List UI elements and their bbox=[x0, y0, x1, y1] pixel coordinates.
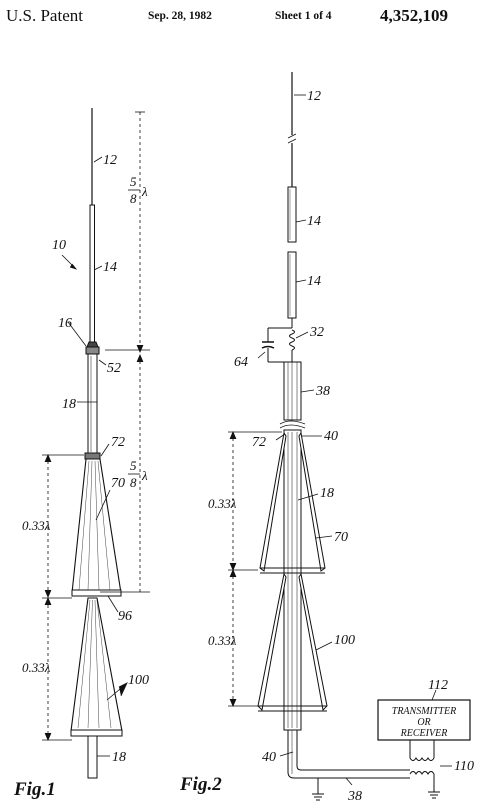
fig2-box-line1: TRANSMITTER bbox=[392, 706, 456, 717]
fig1-dim-b: 0.33λ bbox=[22, 660, 51, 675]
fig2-label-38b: 38 bbox=[347, 789, 362, 804]
fig1-frac-top-sym: λ bbox=[141, 184, 148, 199]
fig2-label-12: 12 bbox=[307, 89, 321, 104]
fig2-antenna bbox=[257, 72, 471, 801]
fig2-label-64: 64 bbox=[234, 355, 248, 370]
fig2-dim-b: 0.33λ bbox=[208, 633, 237, 648]
fig1-frac-top-num: 5 bbox=[130, 174, 137, 189]
fig1-frac-bot-num: 5 bbox=[130, 458, 137, 473]
patent-date: Sep. 28, 1982 bbox=[148, 10, 212, 22]
fig1-dim-a: 0.33λ bbox=[22, 518, 51, 533]
fig2-box-line3: RECEIVER bbox=[400, 728, 448, 739]
fig2-dim-a: 0.33λ bbox=[208, 496, 237, 511]
fig1-label-18b: 18 bbox=[112, 750, 126, 765]
fig2-label-100: 100 bbox=[334, 633, 355, 648]
fig1-label-18a: 18 bbox=[62, 397, 76, 412]
fig2-label-14b: 14 bbox=[307, 274, 321, 289]
fig1-label-10: 10 bbox=[52, 238, 66, 253]
fig2-label-112: 112 bbox=[428, 678, 448, 693]
fig2-label-32: 32 bbox=[309, 325, 324, 340]
fig1-frac-bot-sym: λ bbox=[141, 468, 148, 483]
fig2-caption: Fig.2 bbox=[179, 774, 222, 795]
fig2-label-40b: 40 bbox=[262, 750, 276, 765]
fig2-label-40a: 40 bbox=[324, 429, 338, 444]
fig1-frac-bot-den: 8 bbox=[130, 475, 137, 490]
fig1-label-100: 100 bbox=[128, 673, 149, 688]
fig1-label-12: 12 bbox=[103, 153, 117, 168]
fig1-label-72: 72 bbox=[111, 435, 125, 450]
fig2-label-18: 18 bbox=[320, 486, 334, 501]
patent-title: U.S. Patent bbox=[6, 6, 83, 25]
fig1-frac-top-den: 8 bbox=[130, 191, 137, 206]
fig2-box-line2: OR bbox=[417, 717, 430, 728]
fig2-dimensions bbox=[228, 94, 452, 786]
fig1-caption: Fig.1 bbox=[13, 779, 56, 800]
fig2-label-70: 70 bbox=[334, 530, 348, 545]
sheet-indicator: Sheet 1 of 4 bbox=[275, 10, 332, 22]
fig2-label-38a: 38 bbox=[315, 384, 330, 399]
fig1-label-70: 70 bbox=[111, 476, 125, 491]
fig1-label-16: 16 bbox=[58, 316, 72, 331]
fig1-dimensions bbox=[42, 111, 150, 757]
fig2-label-72: 72 bbox=[252, 435, 266, 450]
fig1-label-52: 52 bbox=[107, 361, 121, 376]
fig2-label-14a: 14 bbox=[307, 214, 321, 229]
fig2-label-110: 110 bbox=[454, 759, 474, 774]
fig1-label-96: 96 bbox=[118, 609, 132, 624]
fig1-label-14: 14 bbox=[103, 260, 117, 275]
patent-number: 4,352,109 bbox=[380, 6, 448, 25]
